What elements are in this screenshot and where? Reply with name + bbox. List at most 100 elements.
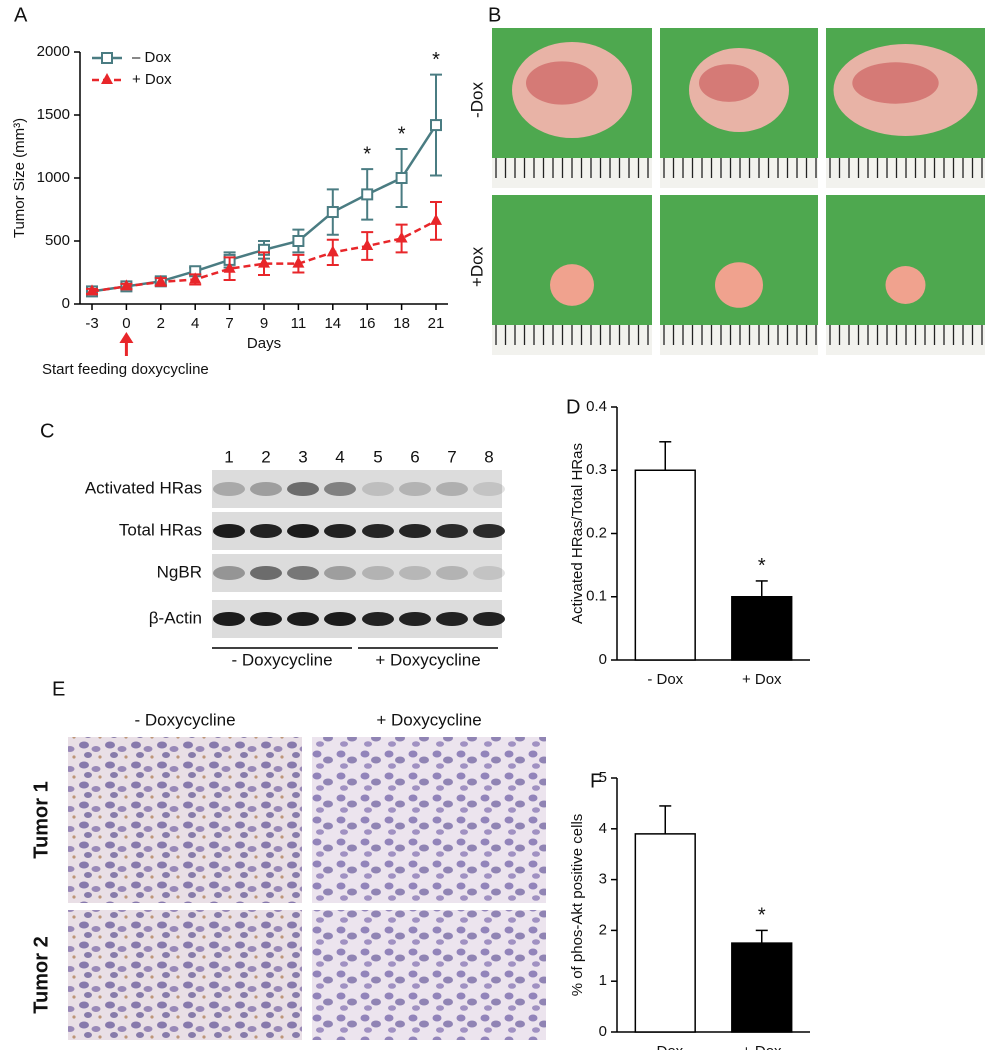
marker xyxy=(361,239,374,251)
blot-band xyxy=(250,524,282,538)
tumor-vessel xyxy=(699,64,759,102)
blot-band xyxy=(213,566,245,580)
marker xyxy=(430,213,442,225)
y-axis-label: Activated HRas/Total HRas xyxy=(569,443,586,624)
x-tick-label: -3 xyxy=(85,315,98,332)
lane-label: 2 xyxy=(261,447,270,466)
marker xyxy=(430,119,442,132)
y-tick-label: 1 xyxy=(599,972,607,989)
y-tick-label: 0 xyxy=(62,295,70,312)
marker xyxy=(154,274,167,286)
y-tick-label: 500 xyxy=(45,232,70,249)
legend-label: + Dox xyxy=(132,71,172,88)
blot-band xyxy=(399,482,431,496)
group-label: - Doxycycline xyxy=(231,650,332,669)
blot-band xyxy=(213,482,245,496)
x-tick-label: + Dox xyxy=(742,671,782,688)
bar xyxy=(634,469,696,661)
blot-band xyxy=(399,524,431,538)
panel-letter: D xyxy=(566,396,580,418)
blot-band xyxy=(287,482,319,496)
blot-band xyxy=(399,612,431,626)
y-tick-label: 1000 xyxy=(37,169,70,186)
x-tick-label: - Dox xyxy=(647,1043,683,1050)
arrow-head xyxy=(119,332,134,343)
panel-letter: A xyxy=(14,4,28,26)
blot-band xyxy=(362,566,394,580)
x-tick-label: 11 xyxy=(291,315,307,332)
marker xyxy=(292,256,305,268)
blot-band xyxy=(287,524,319,538)
histology-image xyxy=(68,910,302,1040)
blot-band xyxy=(324,482,356,496)
blot-band xyxy=(436,566,468,580)
histology-column-label: + Doxycycline xyxy=(376,710,481,729)
y-tick-label: 0.1 xyxy=(586,588,607,605)
bar xyxy=(731,942,793,1033)
blot-row-label: Activated HRas xyxy=(85,478,202,497)
histology-image xyxy=(68,737,302,903)
histology-image xyxy=(312,910,546,1040)
blot-band xyxy=(287,612,319,626)
blot-band xyxy=(473,524,505,538)
marker xyxy=(395,172,408,184)
panel-letter: F xyxy=(590,770,602,792)
blot-band xyxy=(287,566,319,580)
blot-band xyxy=(362,524,394,538)
blot-band xyxy=(324,566,356,580)
y-tick-label: 0 xyxy=(599,651,607,668)
blot-band xyxy=(436,612,468,626)
lane-label: 8 xyxy=(484,447,493,466)
x-tick-label: 14 xyxy=(324,315,341,332)
histology-column-label: - Doxycycline xyxy=(134,710,235,729)
marker xyxy=(326,245,339,257)
annotation: * xyxy=(758,905,766,927)
series-line xyxy=(91,219,437,293)
y-axis-label: Tumor Size (mm³) xyxy=(11,118,28,238)
bar xyxy=(634,833,696,1033)
panel-letter: B xyxy=(488,4,501,26)
lane-label: 6 xyxy=(410,447,419,466)
legend-marker xyxy=(101,73,113,84)
marker xyxy=(361,188,374,201)
y-tick-label: 0 xyxy=(599,1023,607,1040)
x-tick-label: 18 xyxy=(393,315,410,332)
panel-letter: C xyxy=(40,420,54,442)
blot-band xyxy=(399,566,431,580)
x-tick-label: 2 xyxy=(157,315,165,332)
blot-row-label: β-Actin xyxy=(149,608,202,627)
blot-band xyxy=(436,482,468,496)
annotation: Start feeding doxycycline xyxy=(42,361,209,378)
blot-band xyxy=(362,482,394,496)
marker xyxy=(223,261,236,273)
lane-label: 1 xyxy=(224,447,233,466)
x-tick-label: - Dox xyxy=(647,671,683,688)
x-tick-label: 16 xyxy=(359,315,376,332)
blot-band xyxy=(362,612,394,626)
marker xyxy=(120,279,133,291)
marker xyxy=(189,272,202,284)
y-tick-label: 0.3 xyxy=(586,461,607,478)
marker xyxy=(395,231,408,243)
lane-label: 7 xyxy=(447,447,456,466)
legend-label: – Dox xyxy=(132,49,172,66)
blot-band xyxy=(324,612,356,626)
blot-band xyxy=(213,612,245,626)
x-tick-label: 9 xyxy=(260,315,268,332)
blot-strip xyxy=(212,470,502,508)
lane-label: 3 xyxy=(298,447,307,466)
blot-band xyxy=(213,524,245,538)
y-tick-label: 2000 xyxy=(37,43,70,60)
blot-band xyxy=(250,566,282,580)
marker xyxy=(326,206,339,219)
blot-row-label: NgBR xyxy=(157,562,202,581)
lane-label: 4 xyxy=(335,447,344,466)
blot-band xyxy=(250,482,282,496)
blot-band xyxy=(473,612,505,626)
lane-label: 5 xyxy=(373,447,382,466)
blot-row-label: Total HRas xyxy=(119,520,202,539)
histology-row-label: Tumor 2 xyxy=(30,936,52,1013)
panel-letter: E xyxy=(52,678,65,700)
annotation: * xyxy=(363,143,371,165)
x-axis-label: Days xyxy=(247,335,281,352)
